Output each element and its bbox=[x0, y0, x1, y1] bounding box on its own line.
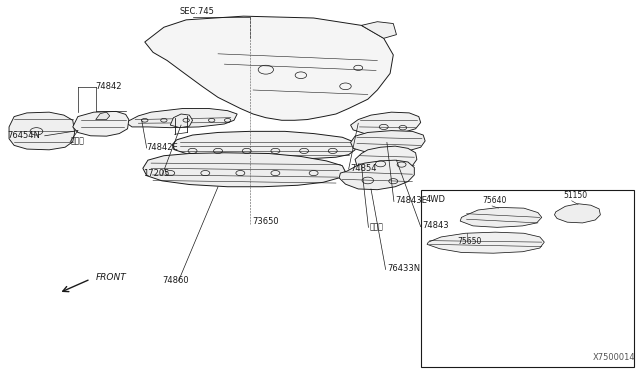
Polygon shape bbox=[339, 160, 414, 190]
Polygon shape bbox=[362, 22, 396, 38]
Polygon shape bbox=[427, 232, 544, 253]
Text: 74854: 74854 bbox=[351, 164, 377, 173]
Text: 75640: 75640 bbox=[482, 196, 506, 205]
Polygon shape bbox=[145, 16, 394, 120]
Text: 76433N: 76433N bbox=[387, 264, 420, 273]
Text: X7500014: X7500014 bbox=[593, 353, 636, 362]
Text: SEC.745: SEC.745 bbox=[180, 7, 214, 16]
Text: 74842E: 74842E bbox=[147, 143, 179, 152]
Text: 74842: 74842 bbox=[96, 82, 122, 91]
Text: 73650: 73650 bbox=[252, 217, 278, 225]
Text: 非服无: 非服无 bbox=[370, 222, 383, 231]
Polygon shape bbox=[172, 131, 355, 160]
Text: 74843E: 74843E bbox=[395, 196, 427, 205]
Polygon shape bbox=[554, 204, 600, 223]
Polygon shape bbox=[355, 146, 417, 172]
Text: FRONT: FRONT bbox=[96, 273, 127, 282]
Polygon shape bbox=[125, 109, 237, 128]
Text: 非服无: 非服无 bbox=[70, 137, 84, 145]
Polygon shape bbox=[9, 112, 75, 150]
Polygon shape bbox=[96, 112, 109, 119]
Bar bbox=[420, 190, 634, 367]
Text: 75650: 75650 bbox=[457, 237, 481, 246]
Polygon shape bbox=[460, 208, 541, 227]
Polygon shape bbox=[170, 114, 193, 128]
Polygon shape bbox=[143, 153, 346, 187]
Text: 74843: 74843 bbox=[422, 221, 449, 230]
Polygon shape bbox=[351, 131, 425, 153]
Polygon shape bbox=[73, 112, 129, 136]
Text: 17205: 17205 bbox=[143, 169, 169, 177]
Text: 76454N: 76454N bbox=[8, 131, 40, 140]
Text: 74860: 74860 bbox=[163, 276, 189, 285]
Text: 4WD: 4WD bbox=[425, 195, 445, 204]
Text: 51150: 51150 bbox=[563, 191, 588, 200]
Polygon shape bbox=[351, 112, 420, 134]
